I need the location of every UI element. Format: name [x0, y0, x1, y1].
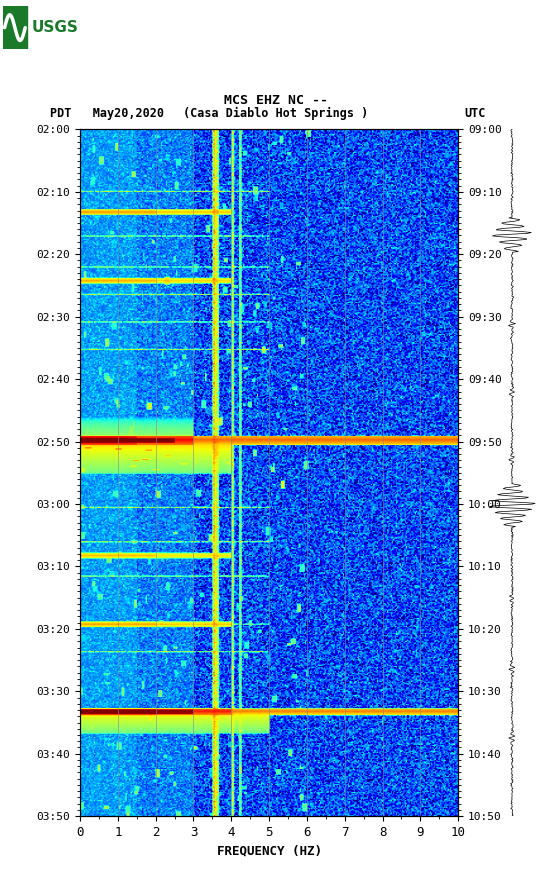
Text: USGS: USGS	[31, 21, 78, 35]
Text: MCS EHZ NC --: MCS EHZ NC --	[224, 94, 328, 107]
Text: (Casa Diablo Hot Springs ): (Casa Diablo Hot Springs )	[183, 107, 369, 120]
Text: UTC: UTC	[464, 107, 486, 120]
Bar	[3, 6, 27, 49]
X-axis label: FREQUENCY (HZ): FREQUENCY (HZ)	[216, 845, 322, 857]
Text: PDT   May20,2020: PDT May20,2020	[50, 107, 164, 120]
